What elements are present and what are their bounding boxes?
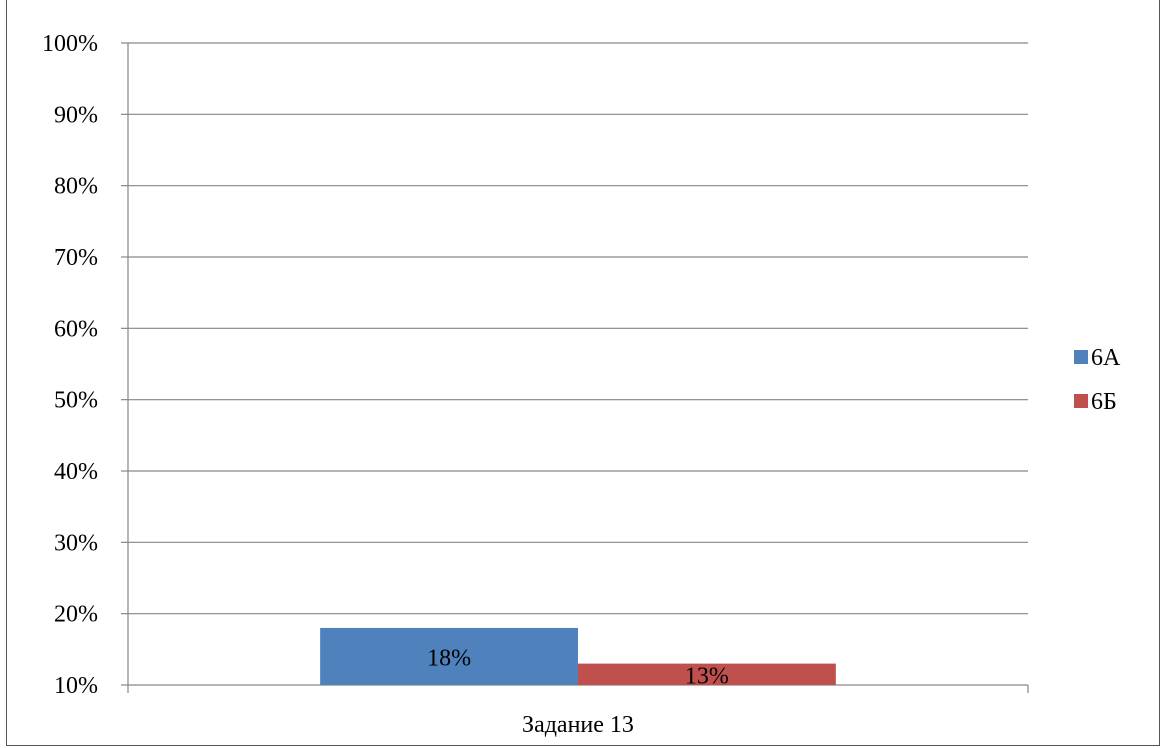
legend-label: 6А (1091, 345, 1121, 371)
y-tick-label: 100% (42, 31, 98, 57)
bar-1 (320, 627, 578, 685)
legend-swatch (1074, 350, 1088, 364)
y-tick-label: 30% (54, 530, 98, 556)
y-tick-labels: 10% 20% 30% 40% 50% 60% 70% 80% 90% 100% (42, 31, 98, 699)
y-tick-label: 40% (54, 459, 98, 485)
y-tick-label: 20% (54, 602, 98, 628)
y-tick-label: 70% (54, 245, 98, 271)
data-label: 18% (427, 645, 471, 671)
data-label: 13% (685, 663, 729, 689)
chart-frame (6, 0, 1160, 746)
category-label: Задание 13 (522, 712, 634, 738)
y-tick-label: 10% (54, 673, 98, 699)
data-labels: 18% 13% (427, 645, 729, 689)
legend: 6А 6Б (1074, 345, 1121, 415)
legend-label: 6Б (1091, 389, 1117, 415)
bars (320, 627, 836, 685)
y-tick-label: 50% (54, 388, 98, 414)
category-labels: Задание 13 (522, 712, 634, 738)
legend-swatch (1074, 394, 1088, 408)
y-tick-label: 80% (54, 174, 98, 200)
bar-2 (578, 663, 836, 685)
y-tick-label: 60% (54, 316, 98, 342)
y-tick-label: 90% (54, 102, 98, 128)
axes (121, 42, 1029, 693)
gridlines (128, 42, 1028, 615)
